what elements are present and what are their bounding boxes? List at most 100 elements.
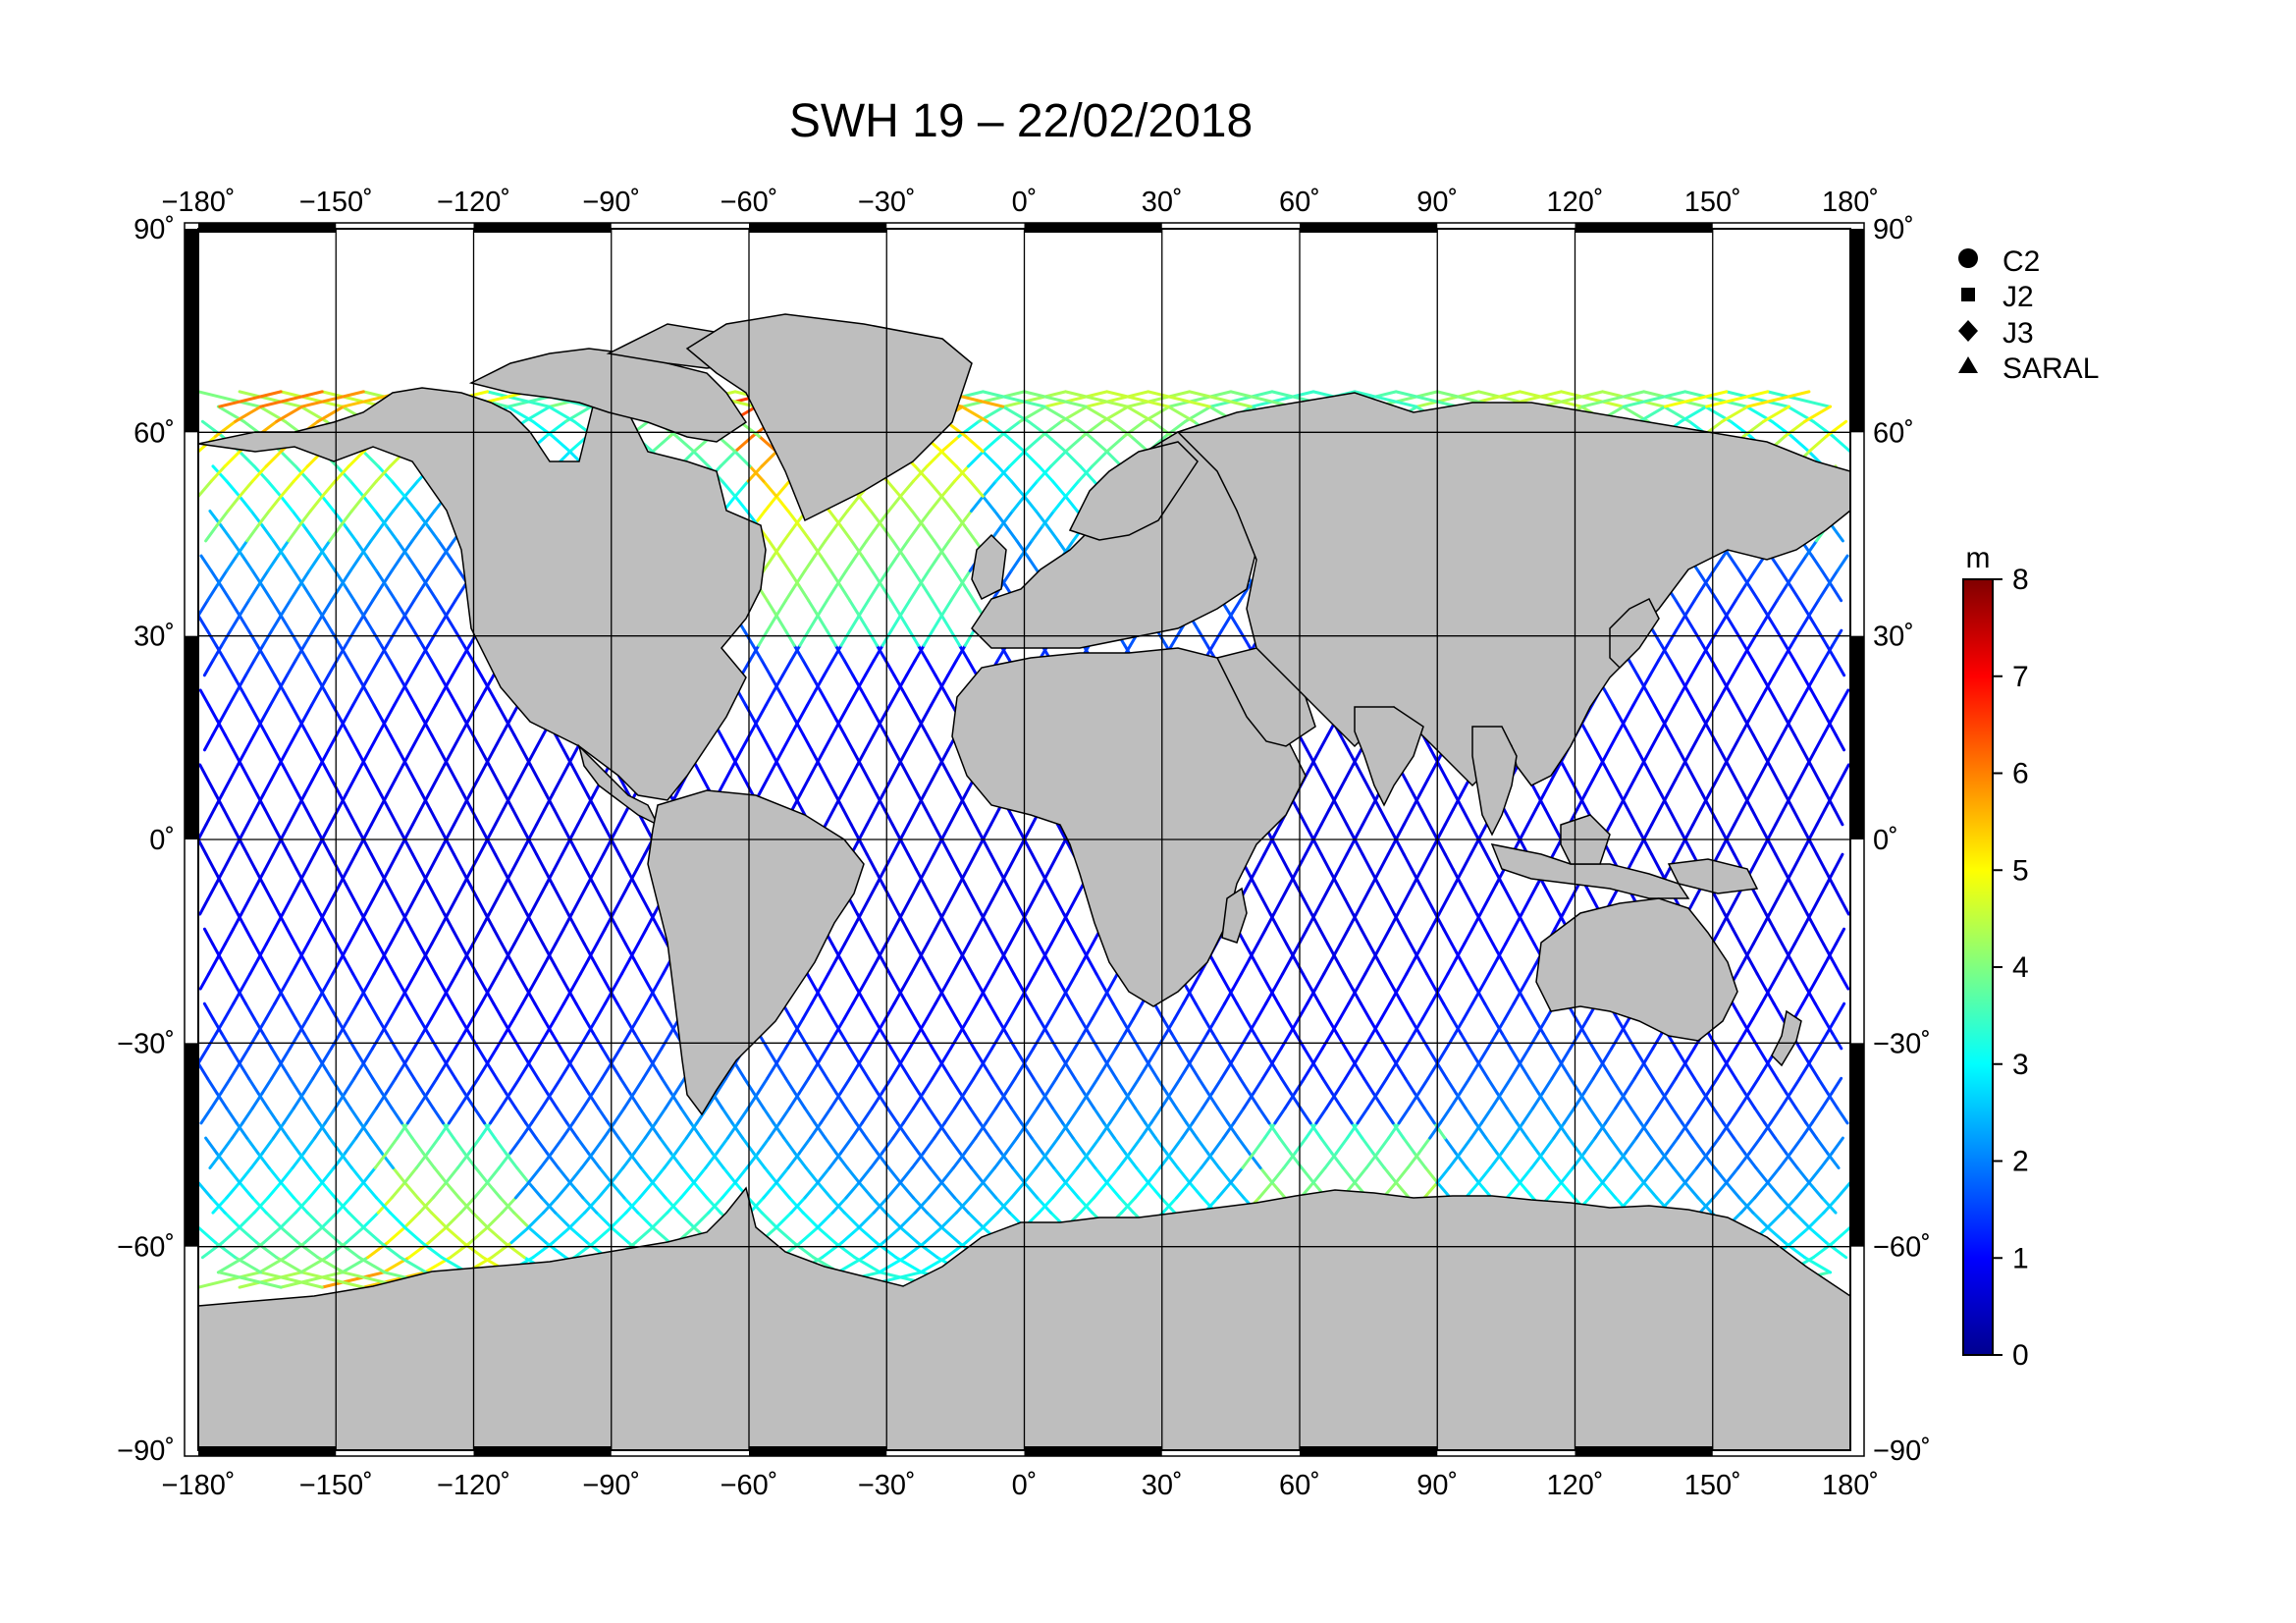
track-segment [1311, 838, 1323, 856]
track-segment [850, 1121, 864, 1140]
track-segment [352, 599, 365, 618]
track-segment [784, 778, 796, 796]
track-segment [512, 927, 524, 946]
track-segment [1685, 688, 1697, 707]
track-segment [898, 599, 912, 618]
track-segment [1229, 1047, 1242, 1065]
track-segment [279, 1061, 293, 1080]
track-segment [1748, 628, 1761, 647]
track-segment [1217, 1165, 1233, 1185]
track-segment [1003, 957, 1016, 976]
track-segment [1505, 1107, 1519, 1125]
track-segment [509, 1225, 530, 1245]
track-segment [503, 867, 515, 887]
track-segment [878, 1256, 907, 1274]
track-segment [404, 897, 416, 916]
track-segment [357, 1256, 387, 1274]
track-segment [297, 1091, 311, 1110]
x-tick-label: 60˚ [1279, 1470, 1320, 1501]
track-segment [202, 659, 215, 677]
track-segment [1500, 1136, 1515, 1155]
track-segment [826, 584, 838, 603]
track-segment [947, 808, 959, 827]
track-segment [535, 852, 547, 871]
track-segment [402, 494, 418, 514]
track-segment [654, 1107, 667, 1125]
track-segment [1830, 584, 1843, 603]
track-segment [206, 883, 218, 901]
land-central-america [577, 743, 660, 827]
track-segment [1065, 897, 1077, 916]
track-segment [1672, 1165, 1687, 1185]
track-segment [198, 1271, 261, 1289]
track-segment [202, 927, 215, 946]
track-segment [1520, 897, 1531, 916]
track-segment [1758, 838, 1770, 856]
track-segment [1484, 852, 1496, 871]
track-segment [540, 1091, 554, 1110]
track-segment [527, 1181, 544, 1200]
track-segment [1521, 1107, 1535, 1125]
track-segment [502, 792, 513, 812]
track-segment [311, 599, 324, 618]
track-segment [1739, 643, 1752, 663]
track-segment [420, 867, 432, 887]
track-segment [797, 1076, 811, 1095]
track-segment [1371, 942, 1383, 961]
track-segment [1614, 1091, 1628, 1110]
track-segment [256, 1151, 271, 1169]
track-segment [379, 1016, 392, 1036]
track-segment [394, 599, 406, 618]
track-segment [782, 524, 797, 543]
track-segment [1255, 927, 1267, 946]
track-segment [234, 1256, 263, 1274]
track-segment [1683, 1047, 1696, 1065]
track-segment [561, 838, 572, 856]
track-segment [1245, 867, 1256, 887]
track-segment [445, 1181, 461, 1200]
track-segment [1718, 674, 1731, 692]
track-segment [215, 1151, 230, 1169]
track-segment [1009, 554, 1024, 572]
track-segment [441, 1121, 455, 1140]
track-segment [1831, 1032, 1843, 1051]
track-segment [246, 1032, 259, 1051]
track-segment [627, 867, 639, 887]
track-segment [246, 584, 260, 603]
track-segment [1673, 688, 1684, 707]
track-segment [1769, 1107, 1783, 1125]
track-segment [204, 1136, 219, 1155]
track-segment [425, 703, 438, 722]
track-segment [859, 763, 871, 782]
track-segment [807, 599, 820, 618]
track-segment [271, 838, 283, 856]
track-segment [1631, 688, 1643, 707]
track-segment [819, 1107, 832, 1125]
track-segment [369, 524, 384, 543]
track-segment [1442, 927, 1454, 946]
track-segment [476, 897, 488, 916]
track-segment [1674, 763, 1685, 782]
track-segment [205, 1032, 218, 1051]
track-segment [476, 1061, 490, 1080]
track-segment [916, 792, 928, 812]
track-segment [1492, 867, 1504, 887]
track-segment [789, 1196, 807, 1215]
track-segment [222, 808, 234, 827]
track-segment [990, 1032, 1003, 1051]
track-segment [1813, 733, 1826, 752]
track-segment [405, 688, 417, 707]
track-segment [1665, 1076, 1678, 1095]
track-segment [1789, 628, 1802, 647]
track-segment [971, 972, 983, 991]
track-segment [454, 883, 465, 901]
track-segment [1560, 1181, 1576, 1200]
track-segment [1075, 1151, 1091, 1169]
track-segment [1270, 1181, 1287, 1200]
track-segment [1056, 838, 1068, 856]
track-segment [1020, 1121, 1034, 1140]
track-segment [934, 912, 945, 931]
track-segment [1830, 957, 1842, 976]
track-segment [238, 390, 302, 408]
track-segment [864, 733, 876, 752]
